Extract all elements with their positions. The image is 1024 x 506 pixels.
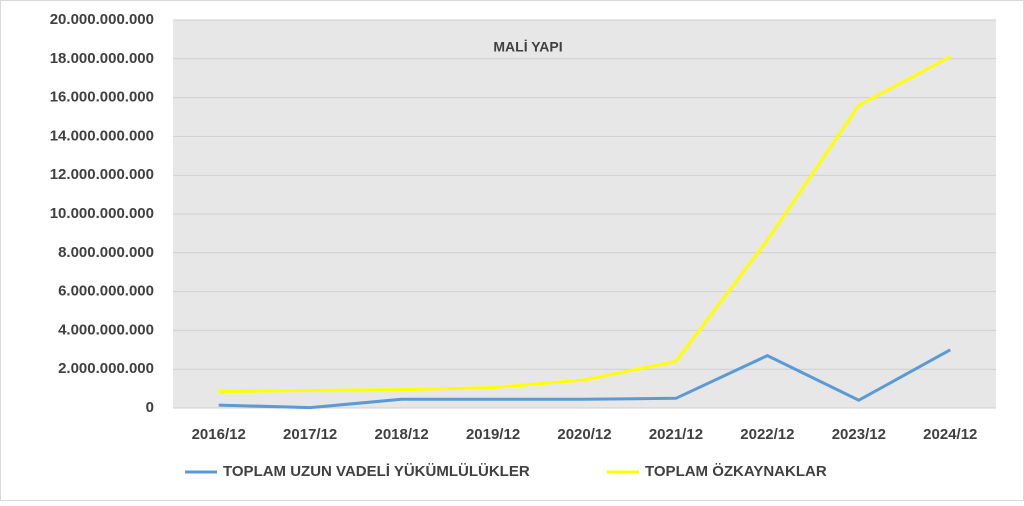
x-tick-label: 2017/12 — [283, 426, 337, 443]
x-tick-label: 2016/12 — [192, 426, 246, 443]
y-tick-label: 8.000.000.000 — [58, 244, 154, 261]
y-tick-label: 16.000.000.000 — [50, 89, 154, 106]
chart-title: MALİ YAPI — [493, 39, 562, 55]
x-tick-label: 2020/12 — [557, 426, 611, 443]
y-tick-label: 10.000.000.000 — [50, 205, 154, 222]
x-tick-label: 2021/12 — [649, 426, 703, 443]
x-tick-label: 2018/12 — [374, 426, 428, 443]
x-tick-label: 2022/12 — [740, 426, 794, 443]
y-tick-label: 0 — [146, 399, 154, 416]
y-tick-label: 6.000.000.000 — [58, 283, 154, 300]
y-tick-label: 12.000.000.000 — [50, 166, 154, 183]
y-tick-label: 18.000.000.000 — [50, 50, 154, 67]
y-tick-label: 14.000.000.000 — [50, 127, 154, 144]
x-tick-label: 2024/12 — [923, 426, 977, 443]
series-line — [218, 348, 952, 410]
y-tick-label: 20.000.000.000 — [50, 11, 154, 28]
series-line — [218, 55, 951, 394]
y-tick-label: 4.000.000.000 — [58, 321, 154, 338]
legend-label: TOPLAM ÖZKAYNAKLAR — [645, 463, 827, 480]
legend-label: TOPLAM UZUN VADELİ YÜKÜMLÜLÜKLER — [223, 463, 530, 480]
y-tick-label: 2.000.000.000 — [58, 360, 154, 377]
x-tick-label: 2023/12 — [832, 426, 886, 443]
x-tick-label: 2019/12 — [466, 426, 520, 443]
